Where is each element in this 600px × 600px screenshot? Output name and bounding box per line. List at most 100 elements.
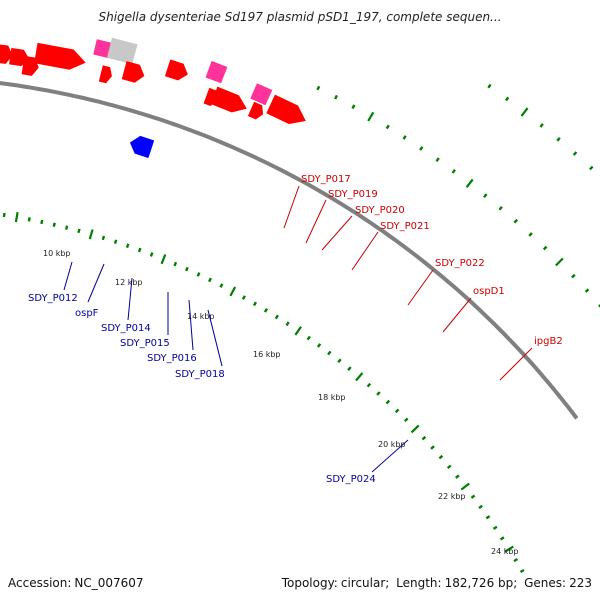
page-title: Shigella dysenteriae Sd197 plasmid pSD1_… [98,10,502,24]
gene-arrow [205,61,228,84]
tick-mark [316,343,322,348]
gene-arrow [0,44,13,64]
gene-label-forward: SDY_P017 [301,174,351,185]
tick-mark [64,225,69,230]
gene-label-forward: SDY_P020 [355,205,405,216]
gene-arrow [250,83,273,106]
ruler-label: 16 kbp [253,350,281,359]
accession-info: Accession: NC_007607 [8,576,144,590]
accession-label: Accession: [8,576,72,590]
leader-line [351,231,379,271]
leader-line [87,263,105,303]
tick-mark [455,474,460,479]
tick-mark [263,307,269,313]
gene-labels: SDY_P017 SDY_P019 SDY_P020 SDY_P021 SDY_P022… [28,174,563,485]
tick-mark [52,222,56,227]
tick-mark [306,335,311,341]
sequence-info: Topology: circular; Length: 182,726 bp; Ge… [282,576,592,590]
tick-mark [571,273,576,279]
tick-mark [196,272,201,277]
gene-label-forward: SDY_P021 [380,221,430,232]
tick-mark [519,568,525,574]
ruler-label: 18 kbp [318,393,346,402]
leader-line [63,261,73,291]
tick-mark [274,314,279,320]
ruler-label: 10 kbp [43,249,71,258]
tick-mark [385,399,391,405]
gene-track [0,37,306,158]
tick-mark [485,515,491,520]
tick-mark [27,217,31,222]
gene-arrow [34,42,86,70]
gene-label-reverse: SDY_P014 [101,323,151,334]
length-value: 182,726 bp; [444,576,518,590]
tick-mark [160,254,167,265]
gene-label-forward: ipgB2 [534,336,563,347]
tick-rings [2,83,600,574]
tick-mark [505,96,510,102]
gene-arrow [266,94,306,124]
tick-mark [470,494,476,499]
tick-mark [487,83,492,89]
tick-mark [77,228,81,234]
tick-mark [355,372,364,382]
leader-line [499,347,533,381]
tick-mark [316,85,321,91]
gene-arrow [210,86,247,113]
tick-mark [376,391,381,396]
tick-mark [572,151,578,156]
tick-mark [451,169,456,174]
leader-line [407,269,434,306]
tick-mark [347,366,352,371]
gene-label-forward: SDY_P022 [435,258,485,269]
tick-mark [88,229,94,240]
tick-mark [513,218,518,224]
gene-label-reverse: ospF [75,308,99,319]
tick-mark [520,107,529,117]
topology-label: Topology: [281,576,338,590]
tick-mark [421,435,427,441]
tick-mark [294,326,302,336]
plasmid-backbone [0,81,579,420]
tick-mark [327,350,332,356]
tick-mark [504,545,514,553]
tick-mark [584,288,590,293]
gene-label-reverse: SDY_P012 [28,293,78,304]
tick-mark [513,557,519,563]
gene-label-reverse: SDY_P024 [326,474,376,485]
tick-mark [2,212,6,218]
tick-mark [492,525,498,530]
ruler-label: 14 kbp [187,312,215,321]
accession-value: NC_007607 [74,576,144,590]
tick-mark [113,239,118,244]
tick-mark [498,205,503,211]
gene-label-forward: SDY_P019 [328,189,378,200]
tick-mark [219,283,224,288]
tick-mark [430,445,435,450]
tick-mark [556,137,561,142]
tick-mark [435,157,440,163]
tick-mark [137,247,142,253]
tick-mark [598,303,600,308]
tick-mark [460,482,470,491]
tick-mark [402,135,407,140]
tick-mark [555,257,564,267]
leader-line [188,299,194,351]
tick-mark [403,417,409,423]
tick-mark [367,111,375,122]
tick-mark [542,245,548,251]
tick-mark [40,219,44,225]
tick-mark [438,454,444,460]
tick-mark [334,94,338,100]
tick-mark [337,358,342,364]
tick-mark [589,165,594,171]
tick-mark [149,252,154,257]
tick-mark [528,232,533,237]
tick-mark [539,123,544,128]
leader-line [127,277,133,321]
gene-arrow [121,61,145,83]
genes-value: 223 [569,576,592,590]
leader-line [321,215,353,251]
tick-mark [385,124,390,130]
